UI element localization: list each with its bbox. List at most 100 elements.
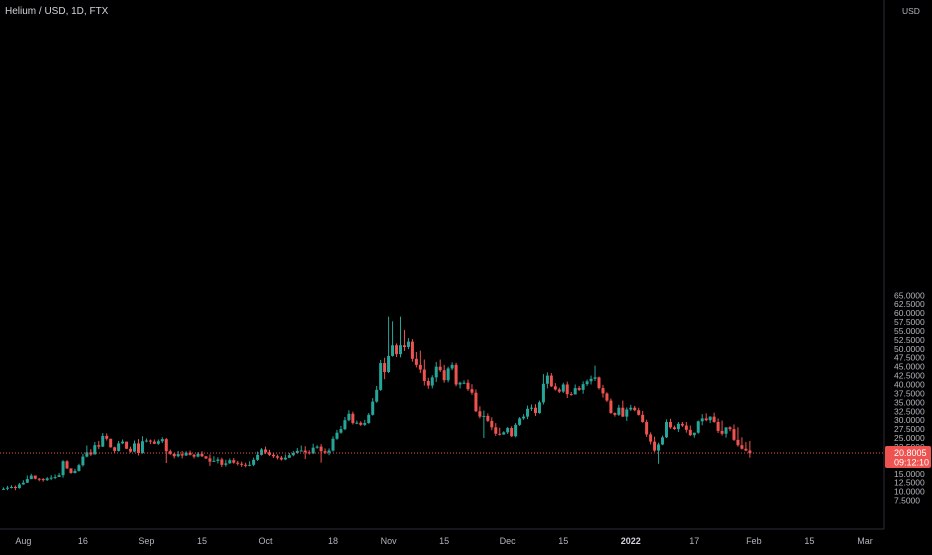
candle xyxy=(57,473,61,477)
candle xyxy=(49,475,53,481)
candle xyxy=(275,454,279,460)
candle-body xyxy=(716,421,720,431)
candle xyxy=(736,427,740,447)
candle-body xyxy=(581,384,585,390)
candle-body xyxy=(748,450,752,454)
candle xyxy=(105,433,109,441)
candle xyxy=(299,445,303,452)
candle-body xyxy=(422,369,426,381)
candle-body xyxy=(732,429,736,440)
candle-body xyxy=(228,460,232,464)
candle-body xyxy=(391,345,395,356)
candle xyxy=(680,421,684,427)
candle-body xyxy=(220,459,224,465)
candle xyxy=(232,458,236,464)
candle-body xyxy=(65,461,69,469)
candle-body xyxy=(260,449,264,455)
candle-body xyxy=(470,389,474,393)
candle xyxy=(125,441,129,450)
candle-body xyxy=(530,407,534,409)
candle xyxy=(208,454,212,466)
candle-body xyxy=(613,413,617,415)
candle xyxy=(73,468,77,474)
candle-body xyxy=(625,409,629,417)
candle-body xyxy=(208,458,212,462)
candle-body xyxy=(81,456,85,466)
candle xyxy=(267,449,271,456)
candle xyxy=(5,485,9,491)
candle xyxy=(41,478,45,482)
candle xyxy=(144,438,148,443)
candle xyxy=(101,433,105,447)
candle-body xyxy=(490,420,494,428)
candle-body xyxy=(327,450,331,453)
candle-body xyxy=(708,416,712,421)
candle-body xyxy=(609,400,613,414)
candle-body xyxy=(200,453,204,457)
candle-body xyxy=(9,486,13,488)
price-axis-tick: 12.5000 xyxy=(894,478,925,488)
candle-body xyxy=(645,421,649,435)
candle-body xyxy=(502,432,506,435)
candle xyxy=(240,461,244,467)
candle xyxy=(724,427,728,438)
candle xyxy=(450,362,454,371)
candle-body xyxy=(661,437,665,445)
candle xyxy=(676,421,680,432)
candle-body xyxy=(680,423,684,426)
time-axis-tick: 15 xyxy=(197,536,207,546)
candle-body xyxy=(351,413,355,424)
price-axis-tick: 30.0000 xyxy=(894,415,925,425)
candle xyxy=(684,421,688,433)
candle xyxy=(641,410,645,423)
candle xyxy=(712,412,716,423)
candle-body xyxy=(299,450,303,452)
candle-body xyxy=(212,460,216,462)
candle xyxy=(248,461,252,467)
candle xyxy=(573,384,577,395)
candle xyxy=(577,385,581,391)
price-axis-tick: 37.5000 xyxy=(894,388,925,398)
candle-body xyxy=(45,478,49,481)
candle xyxy=(9,485,13,489)
candle-body xyxy=(271,454,275,457)
candle-body xyxy=(387,355,391,373)
price-axis-tick: 55.0000 xyxy=(894,326,925,336)
candle-body xyxy=(125,441,129,449)
candle xyxy=(283,454,287,461)
candle-body xyxy=(311,447,315,454)
candle xyxy=(303,446,307,460)
candle xyxy=(549,373,553,387)
candle-body xyxy=(184,452,188,456)
candle-body xyxy=(152,441,156,444)
price-axis-tick: 32.5000 xyxy=(894,406,925,416)
candle xyxy=(581,381,585,394)
candle xyxy=(21,480,25,485)
candle-body xyxy=(33,475,37,479)
candle-body xyxy=(518,418,522,425)
candle xyxy=(220,457,224,467)
candle xyxy=(605,392,609,402)
candle-body xyxy=(140,441,144,454)
candle-body xyxy=(367,414,371,424)
candle xyxy=(172,453,176,459)
candle-body xyxy=(264,449,268,453)
candle-body xyxy=(589,378,593,382)
candle-body xyxy=(712,416,716,422)
candle xyxy=(657,442,661,464)
candle-body xyxy=(383,363,387,373)
candle-body xyxy=(649,434,653,442)
candle-body xyxy=(597,377,601,389)
candle xyxy=(748,440,752,458)
candle xyxy=(204,456,208,460)
candle-body xyxy=(510,428,514,437)
price-axis-tick: 62.5000 xyxy=(894,299,925,309)
candle-body xyxy=(363,423,367,425)
time-axis-tick: 16 xyxy=(78,536,88,546)
candle xyxy=(287,453,291,459)
time-axis-tick: 15 xyxy=(558,536,568,546)
candle xyxy=(708,416,712,424)
candle xyxy=(585,379,589,386)
